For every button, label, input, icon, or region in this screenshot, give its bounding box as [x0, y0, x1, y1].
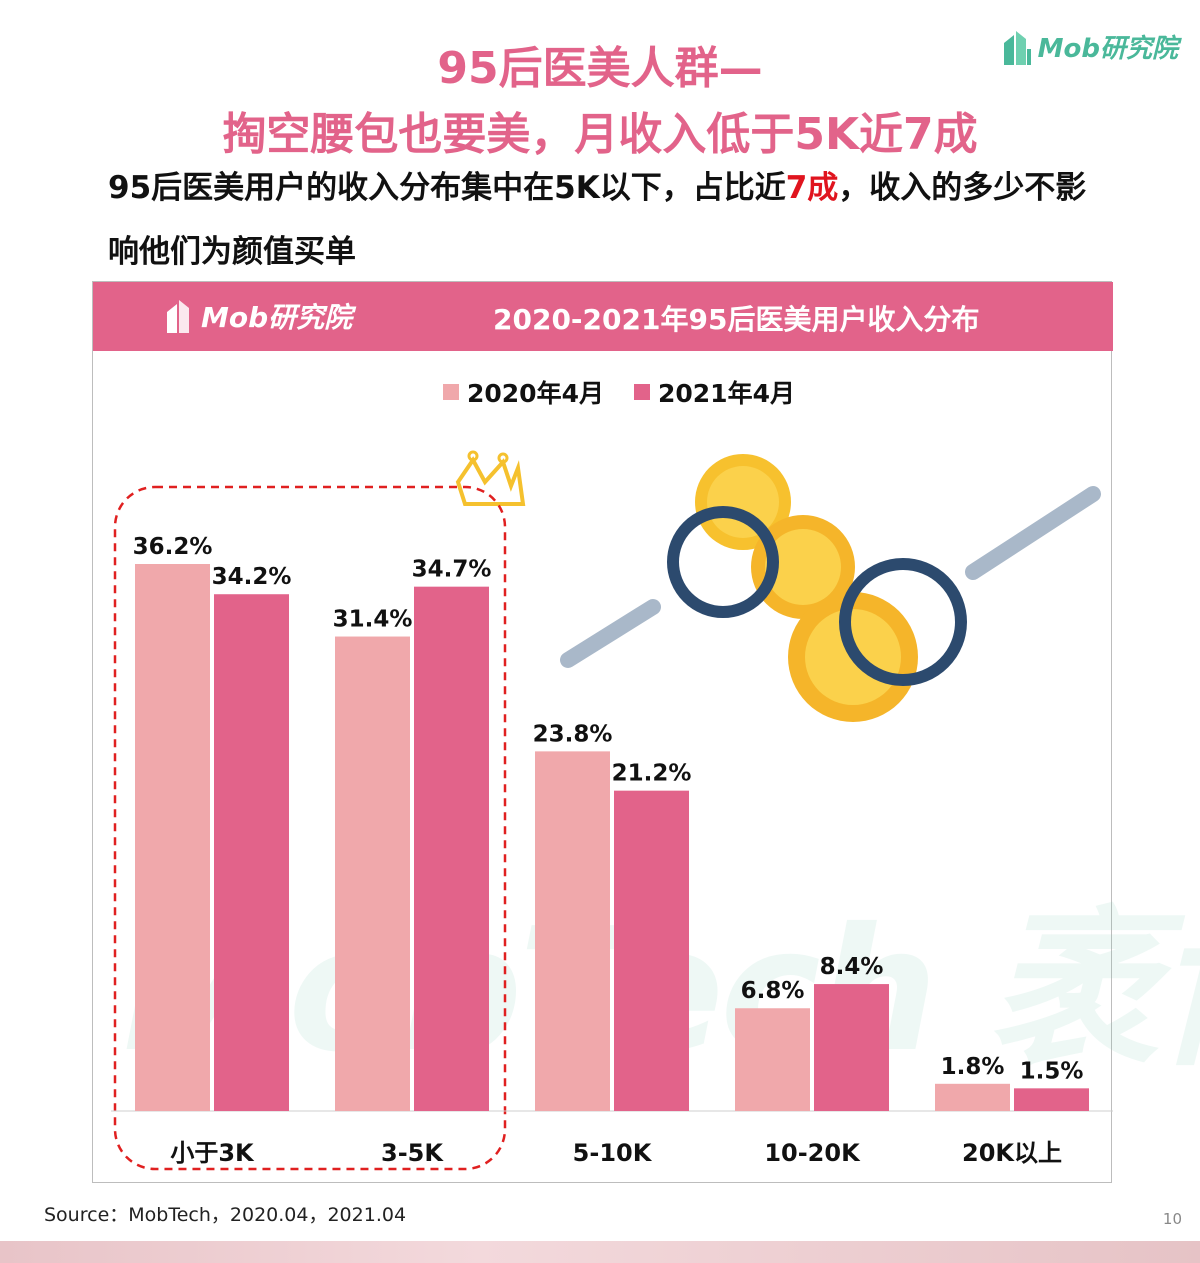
- highlight-box: [113, 485, 507, 1171]
- data-label-2020-2: 23.8%: [533, 721, 613, 747]
- data-label-2020-4: 1.8%: [941, 1054, 1005, 1080]
- magnifier-left-icon: [560, 506, 779, 668]
- bar-2020-0: [135, 564, 210, 1111]
- page-title-line2: 掏空腰包也要美，月收入低于5K近7成: [222, 109, 978, 160]
- page-title-line1: 95后医美人群—: [437, 43, 763, 94]
- bar-2020-2: [535, 751, 610, 1111]
- source-note: Source：MobTech，2020.04，2021.04: [44, 1204, 407, 1226]
- bar-2020-3: [735, 1008, 810, 1111]
- legend-label-2020: 2020年4月: [467, 379, 604, 408]
- summary-text: 95后医美用户的收入分布集中在5K以下，占比近7成，收入的多少不影响他们为颜值买…: [108, 156, 1108, 284]
- bars-layer: 36.2% 34.2% 小于3K 31.4% 34.7% 3-5K 23.8% 21.2% 5-…: [133, 534, 1089, 1167]
- data-label-2020-3: 6.8%: [741, 978, 805, 1004]
- data-label-2021-3: 8.4%: [820, 954, 884, 980]
- data-label-2021-2: 21.2%: [612, 761, 692, 787]
- panel-logo-text: Mob研究院: [201, 301, 353, 334]
- chart-panel: Mob研究院 2020-2021年95后医美用户收入分布 MobTech 袤博 …: [92, 281, 1200, 1183]
- category-label-0: 小于3K: [170, 1139, 255, 1167]
- magnifier-right-icon: [839, 486, 1101, 686]
- summary-part2: ，收入的多少不影响他们为颜值买单: [108, 170, 1087, 270]
- coins-illustration: [695, 454, 918, 722]
- bar-2021-1: [414, 586, 489, 1111]
- panel-logo: Mob研究院: [165, 296, 352, 336]
- legend-item-2020: 2020年4月: [443, 374, 604, 410]
- crown-icon: [455, 450, 526, 506]
- legend-item-2021: 2021年4月: [633, 374, 795, 410]
- building-logo-icon: [167, 300, 189, 333]
- data-label-2021-0: 34.2%: [212, 564, 292, 590]
- bar-2021-4: [1014, 1088, 1089, 1111]
- data-label-2021-4: 1.5%: [1020, 1058, 1084, 1084]
- bar-2021-0: [214, 594, 289, 1111]
- data-label-2021-1: 34.7%: [412, 557, 492, 583]
- data-label-2020-1: 31.4%: [333, 607, 413, 633]
- legend-label-2021: 2021年4月: [657, 379, 795, 408]
- mob-logo: Mob研究院: [1002, 28, 1178, 65]
- footer-bar: [0, 1241, 1200, 1263]
- bar-2021-2: [614, 790, 689, 1111]
- summary-highlight: 7成: [785, 170, 839, 206]
- chart-title: 2020-2021年95后医美用户收入分布: [493, 303, 980, 336]
- legend-swatch-2020: [443, 384, 459, 400]
- page-number: 10: [1162, 1210, 1182, 1228]
- category-label-3: 10-20K: [764, 1139, 861, 1167]
- bar-2020-4: [935, 1083, 1010, 1111]
- bar-2021-3: [814, 984, 889, 1111]
- bar-chart: 36.2% 34.2% 小于3K 31.4% 34.7% 3-5K 23.8% 21.2% 5-…: [111, 450, 1113, 1171]
- category-label-1: 3-5K: [381, 1139, 444, 1167]
- legend-swatch-2021: [633, 384, 650, 400]
- summary-part1: 95后医美用户的收入分布集中在5K以下，占比近: [108, 170, 786, 206]
- category-label-2: 5-10K: [573, 1139, 653, 1167]
- chart-legend: 2020年4月 2021年4月: [443, 374, 795, 410]
- chart-panel-header: Mob研究院 2020-2021年95后医美用户收入分布: [93, 282, 1113, 351]
- data-label-2020-0: 36.2%: [133, 534, 213, 560]
- building-logo-icon: [1003, 30, 1031, 65]
- logo-text: Mob研究院: [1037, 34, 1178, 64]
- category-label-4: 20K以上: [962, 1139, 1062, 1167]
- bar-2020-1: [335, 636, 410, 1111]
